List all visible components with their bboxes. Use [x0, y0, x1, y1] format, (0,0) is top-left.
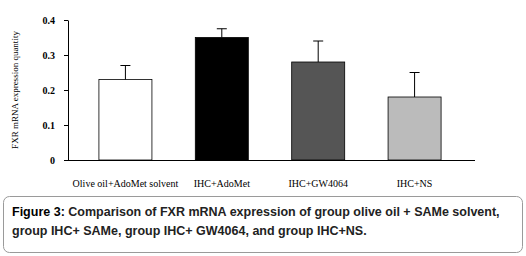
y-tick: 0.4: [43, 15, 69, 26]
x-tick: IHC+AdoMet: [194, 160, 250, 189]
caption: Figure 3: Comparison of FXR mRNA express…: [12, 205, 500, 219]
chart: 0 0.1 0.2 0.3 0.4 Olive oil+AdoMet solvent IHC…: [0, 0, 526, 256]
error-bar: [410, 73, 420, 98]
y-tick-mark: [64, 90, 68, 91]
y-axis: 0 0.1 0.2 0.3 0.4: [43, 15, 69, 166]
y-tick-mark: [64, 20, 68, 21]
x-tick-label: IHC+GW4064: [288, 178, 348, 189]
error-stem: [221, 29, 222, 38]
y-tick-label: 0.3: [43, 50, 56, 61]
error-cap: [217, 28, 227, 29]
bar: [195, 38, 248, 161]
bar: [99, 80, 152, 161]
x-axis-line: [68, 160, 475, 161]
y-tick-label: 0: [50, 155, 55, 166]
y-tick-mark: [64, 125, 68, 126]
y-axis-title: FXR mRNA expression quantity: [10, 31, 20, 149]
y-tick: 0.2: [43, 85, 69, 96]
x-tick-label: Olive oil+AdoMet solvent: [73, 178, 179, 189]
y-tick: 0: [50, 155, 68, 166]
x-tick: Olive oil+AdoMet solvent: [73, 160, 179, 189]
error-stem: [414, 73, 415, 98]
bars: [99, 29, 441, 160]
error-cap: [313, 41, 323, 42]
error-bar: [217, 29, 227, 38]
y-tick-label: 0.2: [43, 85, 56, 96]
error-cap: [120, 65, 130, 66]
y-axis-line: [68, 21, 69, 161]
caption: group IHC+ SAMe, group IHC+ GW4064, and …: [12, 224, 367, 238]
error-bar: [120, 66, 130, 80]
error-stem: [125, 66, 126, 80]
y-tick-label: 0.1: [43, 120, 56, 131]
x-tick-label: IHC+NS: [397, 178, 433, 189]
error-cap: [410, 72, 420, 73]
x-tick-label: IHC+AdoMet: [194, 178, 250, 189]
y-tick-mark: [64, 55, 68, 56]
error-stem: [318, 41, 319, 62]
y-tick: 0.1: [43, 120, 69, 131]
caption-box: [4, 197, 523, 253]
y-tick: 0.3: [43, 50, 69, 61]
y-tick-mark: [64, 160, 68, 161]
error-bar: [313, 41, 323, 62]
x-tick: IHC+NS: [397, 160, 433, 189]
bar: [292, 62, 345, 160]
y-tick-label: 0.4: [43, 15, 56, 26]
x-axis: Olive oil+AdoMet solvent IHC+AdoMet IHC+GW…: [68, 160, 475, 189]
bar: [388, 97, 441, 160]
x-tick: IHC+GW4064: [288, 160, 348, 189]
